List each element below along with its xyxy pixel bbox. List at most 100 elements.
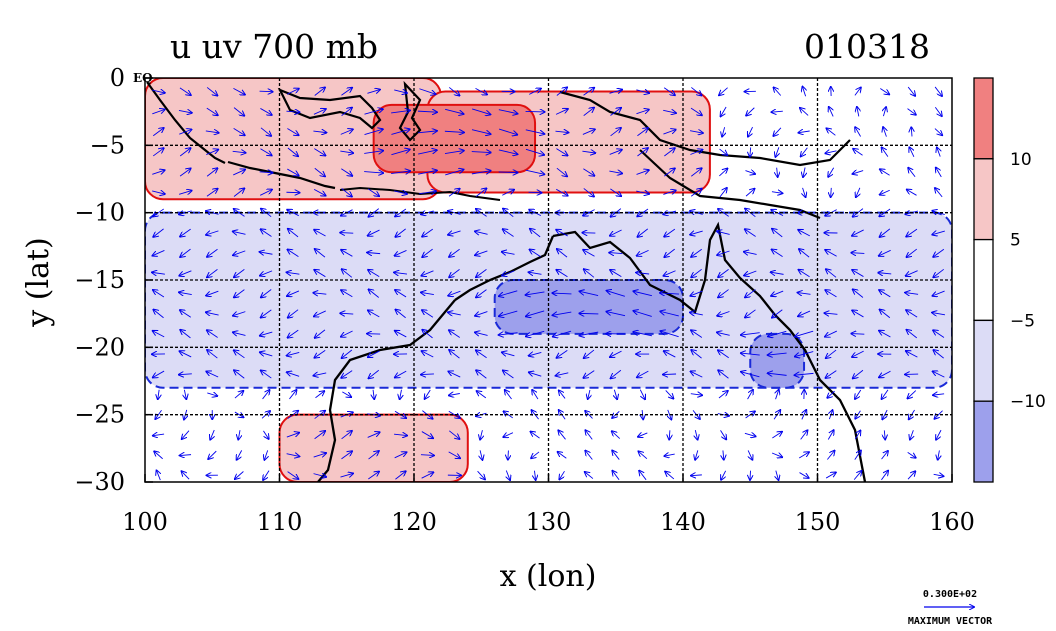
wind-vector	[287, 372, 300, 377]
wind-vector	[314, 411, 325, 419]
wind-vector	[288, 309, 299, 318]
wind-vector	[852, 270, 864, 277]
wind-vector	[582, 151, 595, 153]
wind-vector	[719, 148, 728, 155]
wind-vector	[744, 433, 756, 436]
wind-vector	[152, 272, 165, 274]
wind-vector	[315, 391, 324, 399]
wind-vector	[718, 209, 729, 217]
wind-vector	[663, 211, 676, 214]
wind-vector	[502, 352, 515, 356]
wind-vector	[907, 471, 915, 480]
wind-vector	[206, 150, 218, 156]
x-tick-label: 150	[795, 508, 841, 536]
wind-vector	[664, 168, 674, 177]
wind-vector	[825, 472, 836, 479]
wind-vector	[152, 148, 163, 157]
wind-vector	[286, 111, 299, 112]
wind-vector	[745, 189, 754, 197]
wind-vector	[690, 189, 702, 197]
wind-vector	[287, 272, 300, 274]
wind-vector	[717, 332, 730, 335]
y-tick-label: −5	[90, 131, 125, 159]
wind-vector	[234, 289, 245, 298]
wind-vector	[633, 291, 652, 297]
wind-vector	[826, 370, 837, 378]
wind-vector	[420, 455, 434, 456]
wind-vector	[264, 450, 267, 459]
wind-vector	[449, 394, 460, 396]
y-tick-label: −10	[74, 199, 125, 227]
wind-vector	[367, 432, 380, 438]
wind-vector	[154, 451, 163, 460]
wind-vector	[422, 228, 434, 237]
wind-vector	[636, 110, 648, 115]
wind-vector	[803, 187, 806, 197]
wind-vector	[609, 150, 622, 155]
wind-vector	[828, 167, 835, 177]
wind-vector	[745, 229, 756, 237]
wind-vector	[391, 129, 409, 135]
wind-vector	[768, 353, 787, 355]
wind-vector	[879, 249, 891, 256]
wind-vector	[556, 373, 569, 376]
wind-vector	[852, 310, 864, 318]
wind-vector	[449, 248, 460, 257]
wind-vector	[210, 429, 214, 440]
y-axis-label: y (lat)	[21, 237, 56, 327]
grid-lines	[145, 78, 952, 482]
wind-vector	[233, 170, 245, 176]
wind-vector	[772, 249, 783, 258]
wind-vector	[585, 451, 593, 460]
wind-vector	[153, 370, 165, 377]
wind-vector	[498, 109, 518, 114]
wind-vector	[503, 229, 514, 237]
wind-vector	[260, 148, 271, 156]
wind-vector	[798, 310, 811, 316]
wind-vector	[235, 471, 244, 480]
wind-vector	[445, 170, 463, 176]
wind-vector	[153, 310, 164, 319]
wind-vector	[314, 310, 326, 316]
wind-vector	[773, 127, 782, 136]
wind-vector	[557, 350, 568, 357]
wind-vector	[879, 290, 891, 298]
wind-vector	[825, 151, 837, 154]
wind-vector	[612, 451, 620, 460]
x-tick-label: 130	[526, 508, 572, 536]
wind-vector	[907, 330, 918, 339]
wind-vector	[182, 471, 190, 480]
wind-vector	[394, 434, 407, 435]
wind-vector	[288, 229, 299, 238]
wind-vector	[394, 452, 407, 459]
wind-vector	[400, 389, 402, 399]
wind-vector	[610, 270, 622, 277]
wind-vector	[719, 169, 727, 177]
wind-vector	[906, 228, 918, 236]
wind-vector	[610, 108, 621, 116]
wind-vector	[660, 293, 680, 294]
wind-vector	[529, 272, 542, 274]
wind-vector	[395, 331, 407, 338]
equator-label: EQ	[133, 71, 153, 85]
wind-vector	[857, 107, 859, 117]
wind-vector	[745, 289, 756, 298]
region-southern-ocean-westerly	[278, 413, 469, 482]
wind-vector	[417, 131, 437, 133]
wind-vector	[158, 389, 159, 399]
wind-vector	[449, 268, 460, 277]
wind-vector	[534, 470, 535, 480]
wind-vector	[588, 389, 590, 399]
wind-vector	[824, 313, 838, 314]
wind-vector	[261, 289, 272, 298]
wind-vector	[721, 106, 727, 116]
wind-vector	[234, 209, 245, 217]
wind-vector	[748, 126, 753, 136]
wind-vector	[526, 292, 545, 295]
wind-vector	[880, 88, 889, 95]
wind-vector	[936, 429, 942, 439]
wind-vector	[233, 128, 245, 135]
wind-vector	[476, 350, 487, 359]
wind-vector	[768, 330, 787, 336]
wind-vector	[580, 331, 599, 335]
